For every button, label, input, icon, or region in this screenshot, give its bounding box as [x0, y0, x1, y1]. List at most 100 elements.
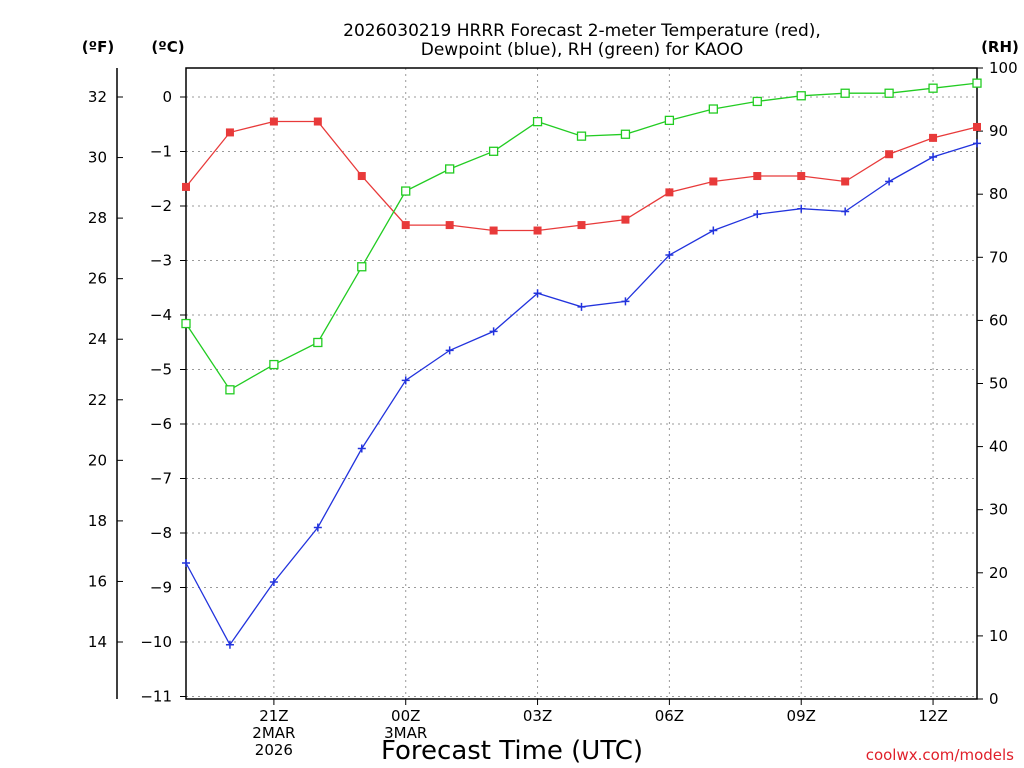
rh-point	[269, 359, 279, 370]
rh-line	[185, 82, 978, 391]
plot-frame	[185, 67, 978, 700]
temperature-point	[269, 117, 278, 126]
rh-tick-label: 90	[989, 122, 1008, 140]
x-tick-label: 12Z	[918, 707, 947, 725]
chart-title-line1: 2026030219 HRRR Forecast 2-meter Tempera…	[343, 21, 821, 41]
c-tick-label: −9	[150, 579, 172, 597]
dewpoint-point	[665, 251, 674, 260]
temperature-point	[841, 177, 850, 186]
f-tick-label: 26	[88, 270, 107, 288]
rh-point	[488, 146, 499, 156]
rh-point	[708, 104, 718, 114]
x-tick-label: 2MAR	[252, 724, 295, 742]
dewpoint-point	[885, 177, 894, 186]
rh-point	[401, 186, 411, 196]
dewpoint-point	[269, 578, 278, 587]
temperature-point	[621, 215, 630, 224]
dewpoint-point	[797, 204, 806, 213]
series	[181, 78, 982, 649]
rh-point	[181, 318, 191, 329]
f-tick-label: 30	[88, 149, 107, 167]
f-tick-label: 32	[88, 88, 107, 106]
rh-tick-label: 100	[989, 59, 1018, 77]
c-tick-label: −2	[150, 197, 172, 215]
temperature-point	[401, 221, 410, 230]
rh-point	[357, 262, 367, 272]
rh-tick-label: 70	[989, 248, 1008, 266]
rh-point	[664, 115, 675, 126]
c-tick-label: 0	[162, 88, 172, 106]
c-tick-label: −5	[150, 361, 172, 379]
c-tick-label: −7	[150, 470, 172, 488]
dewpoint-point	[357, 444, 366, 453]
rh-tick-label: 60	[989, 311, 1008, 329]
x-axis-label: Forecast Time (UTC)	[381, 736, 643, 766]
dewpoint-point	[182, 558, 190, 567]
x-tick-label: 06Z	[655, 707, 684, 725]
c-tick-label: −1	[150, 143, 172, 161]
dewpoint-line	[185, 142, 978, 646]
dewpoint-point	[621, 297, 630, 306]
rh-point	[532, 116, 543, 127]
c-tick-label: −10	[140, 633, 172, 651]
rh-point	[752, 96, 762, 107]
c-tick-label: −11	[140, 688, 172, 706]
rh-point	[796, 91, 806, 101]
f-tick-label: 16	[88, 572, 107, 590]
f-tick-label: 24	[88, 330, 107, 348]
rh-point	[840, 88, 850, 98]
temperature-point	[313, 117, 322, 126]
dewpoint-point	[929, 152, 938, 161]
axes	[116, 67, 983, 705]
rh-tick-label: 50	[989, 375, 1008, 393]
temperature-point	[709, 177, 718, 186]
unit-fahrenheit-label: (ºF)	[82, 38, 114, 56]
rh-point	[576, 131, 587, 141]
dewpoint-point	[401, 376, 410, 385]
dewpoint-point	[445, 346, 454, 355]
dewpoint-point	[313, 523, 322, 532]
dewpoint-point	[533, 289, 542, 298]
f-tick-label: 22	[88, 391, 107, 409]
grid	[186, 68, 977, 699]
rh-tick-label: 40	[989, 438, 1008, 456]
temperature-point	[929, 133, 938, 142]
x-tick-label: 00Z	[391, 707, 420, 725]
dewpoint-point	[709, 226, 718, 235]
c-tick-label: −3	[150, 252, 172, 270]
x-tick-label: 2026	[255, 741, 293, 759]
rh-tick-label: 20	[989, 564, 1008, 582]
rh-tick-label: 0	[989, 690, 999, 708]
f-tick-label: 18	[88, 512, 107, 530]
tick-labels: 0 −1 −2 −3 −4 −5 −6 −7 −8 −9 −10 −11 32 30 28 26 24 22 20 1…	[88, 59, 1018, 759]
dewpoint-point	[489, 327, 498, 336]
chart-title-line2: Dewpoint (blue), RH (green) for KAOO	[421, 40, 744, 60]
temperature-point	[445, 221, 454, 230]
temperature-point	[753, 172, 762, 181]
rh-point	[972, 78, 982, 88]
temperature-point	[885, 150, 894, 159]
dewpoint-point	[841, 207, 850, 216]
f-tick-label: 20	[88, 451, 107, 469]
c-tick-label: −6	[150, 415, 172, 433]
x-tick-label: 03Z	[523, 707, 552, 725]
x-tick-label: 09Z	[787, 707, 816, 725]
temperature-point	[973, 122, 981, 131]
rh-tick-label: 10	[989, 627, 1008, 645]
unit-rh-label: (RH)	[981, 38, 1019, 56]
dewpoint-point	[225, 640, 234, 649]
dewpoint-point	[973, 139, 981, 148]
rh-tick-label: 80	[989, 185, 1008, 203]
temperature-point	[225, 128, 234, 137]
rh-point	[225, 385, 235, 395]
temperature-point	[797, 172, 806, 181]
x-tick-label: 3MAR	[384, 724, 427, 742]
credit-text: coolwx.com/models	[866, 746, 1014, 764]
f-tick-label: 14	[88, 633, 107, 651]
rh-tick-label: 30	[989, 501, 1008, 519]
dewpoint-point	[577, 302, 586, 311]
rh-point	[928, 83, 938, 93]
unit-celsius-label: (ºC)	[151, 38, 184, 56]
temperature-point	[577, 221, 586, 230]
